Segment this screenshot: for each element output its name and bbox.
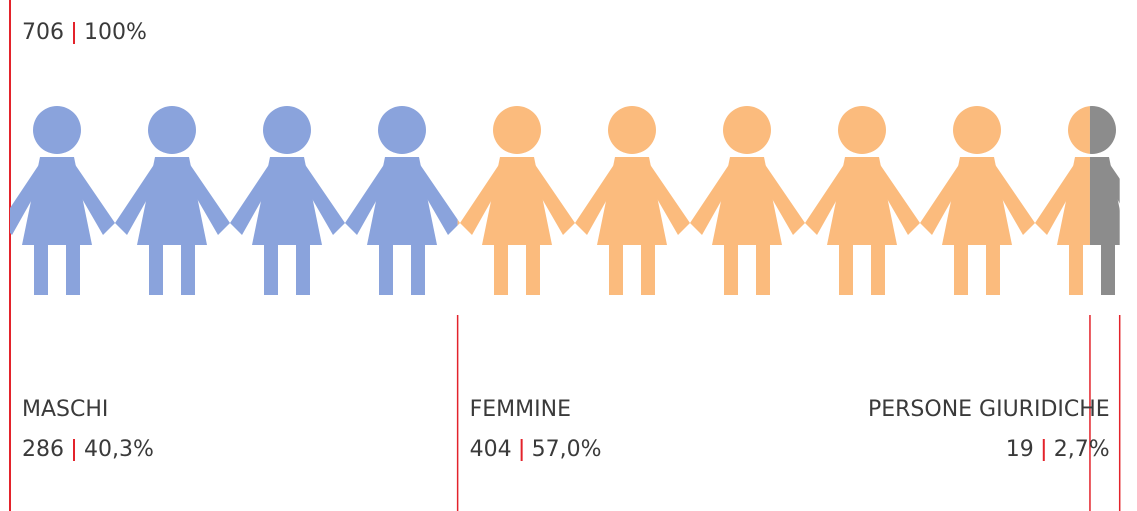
category-label: FEMMINE: [470, 397, 571, 422]
total-count: 706: [22, 20, 64, 45]
segment: [10, 95, 458, 330]
segment: [1089, 95, 1120, 330]
share-label: 57,0%: [532, 437, 602, 462]
category-label: MASCHI: [22, 397, 108, 422]
share-label: 2,7%: [1054, 437, 1110, 462]
total-share: 100%: [84, 20, 147, 45]
count-label: 286: [22, 437, 64, 462]
segment: [457, 95, 1090, 330]
share-label: 40,3%: [84, 437, 154, 462]
count-label: 404: [470, 437, 512, 462]
category-label: PERSONE GIURIDICHE: [868, 397, 1110, 422]
count-label: 19: [1006, 437, 1034, 462]
